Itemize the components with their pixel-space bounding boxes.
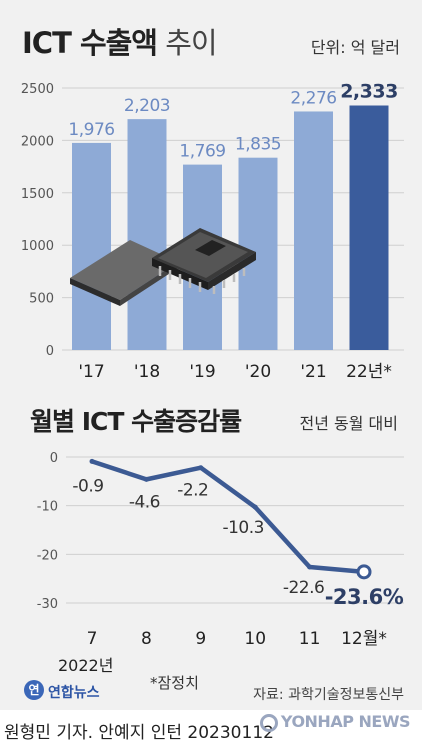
line-value-label: -0.9	[72, 476, 103, 496]
chart-title: ICT 수출액 추이	[22, 20, 218, 62]
bar-x-tick-label: '19	[189, 362, 215, 382]
bar-value-label: 2,333	[340, 81, 398, 103]
bar	[349, 105, 389, 350]
bar-chart-bars: 1,976 '17 2,203 '18 1,769 '19 1,835 '20 2,276 '21…	[68, 81, 398, 382]
unit-label: 단위: 억 달러	[310, 38, 400, 57]
line-point	[198, 465, 204, 471]
line-y-tick-label: -30	[37, 597, 58, 612]
chip-icon	[70, 228, 256, 306]
line-value-label: -23.6%	[325, 585, 404, 609]
line-value-label: -2.2	[177, 481, 208, 501]
line-point	[143, 476, 149, 482]
bar-value-label: 2,203	[124, 96, 170, 116]
credit-line: 원형민 기자. 안예지 인턴 20230112	[4, 723, 274, 743]
bar-value-label: 1,835	[235, 135, 281, 155]
charts-canvas: 0 500 1000 1500 2000 2500 1,976 '17 2,203 '18 1,7…	[21, 81, 404, 649]
bar-value-label: 1,769	[179, 142, 225, 162]
watermark: YONHAP NEWS	[259, 712, 411, 732]
line-x-tick-label: 10	[244, 629, 266, 649]
line-chart-title: 월별 ICT 수출증감률	[30, 407, 242, 436]
watermark-icon	[259, 713, 278, 732]
yonhap-logo-text: 연합뉴스	[48, 685, 100, 701]
bar-value-label: 2,276	[290, 88, 336, 108]
bar-x-tick-label: 22년*	[346, 362, 392, 382]
line-path	[91, 459, 365, 575]
bar-chart-y-ticks: 0 500 1000 1500 2000 2500	[21, 82, 54, 359]
bar	[294, 111, 333, 351]
line-point	[252, 504, 258, 510]
year-label: 2022년	[58, 656, 114, 675]
line-chart-y-ticks: 0 -10 -20 -30	[37, 451, 58, 612]
bar	[127, 119, 167, 350]
bar	[72, 142, 111, 350]
yonhap-logo-icon: 연	[24, 680, 44, 700]
line-y-tick-label: -10	[37, 500, 58, 515]
line-chart-grid	[66, 456, 404, 604]
line-y-tick-label: 0	[50, 451, 58, 466]
line-point	[307, 564, 313, 570]
line-x-tick-label: 9	[195, 629, 206, 649]
bar-y-tick-label: 500	[29, 292, 54, 307]
bar-value-label: 1,976	[68, 120, 114, 140]
line-value-label: -4.6	[129, 492, 160, 512]
bar-y-tick-label: 2500	[21, 82, 54, 97]
line-chart-subtitle: 전년 동월 대비	[299, 414, 399, 433]
chart-title-main: ICT 수출액	[22, 26, 158, 60]
line-value-label: -22.6	[283, 578, 325, 598]
bar-x-tick-label: '17	[78, 362, 104, 382]
bar-y-tick-label: 1000	[21, 239, 54, 254]
line-x-tick-label: 7	[87, 629, 98, 649]
line-x-tick-label: 8	[141, 629, 152, 649]
bar-x-tick-label: '21	[300, 362, 326, 382]
bar-y-tick-label: 0	[46, 344, 54, 359]
yonhap-logo: 연 연합뉴스	[24, 680, 118, 702]
line-x-tick-label: 11	[299, 629, 321, 649]
chart-title-sub: 추이	[157, 26, 217, 60]
line-x-tick-label: 12월*	[341, 629, 387, 649]
infographic-card: ICT 수출액 추이 단위: 억 달러 0 500 1000 1500 2000 2500…	[0, 0, 422, 710]
line-y-tick-label: -20	[37, 548, 58, 563]
provisional-note: *잠정치	[150, 674, 199, 692]
line-point	[356, 564, 372, 580]
bar-y-tick-label: 1500	[21, 187, 54, 202]
bar-y-tick-label: 2000	[21, 134, 54, 149]
line-value-label: -10.3	[222, 518, 264, 538]
line-chart-series: -0.9 7 -4.6 8 -2.2 9 -10.3 10 -22.6 11-23.6% 12월*	[72, 458, 404, 649]
bar-x-tick-label: '18	[134, 362, 160, 382]
bar-x-tick-label: '20	[245, 362, 271, 382]
line-point	[89, 458, 95, 464]
watermark-text: YONHAP NEWS	[280, 712, 411, 731]
source-label: 자료: 과학기술정보통신부	[253, 687, 404, 703]
